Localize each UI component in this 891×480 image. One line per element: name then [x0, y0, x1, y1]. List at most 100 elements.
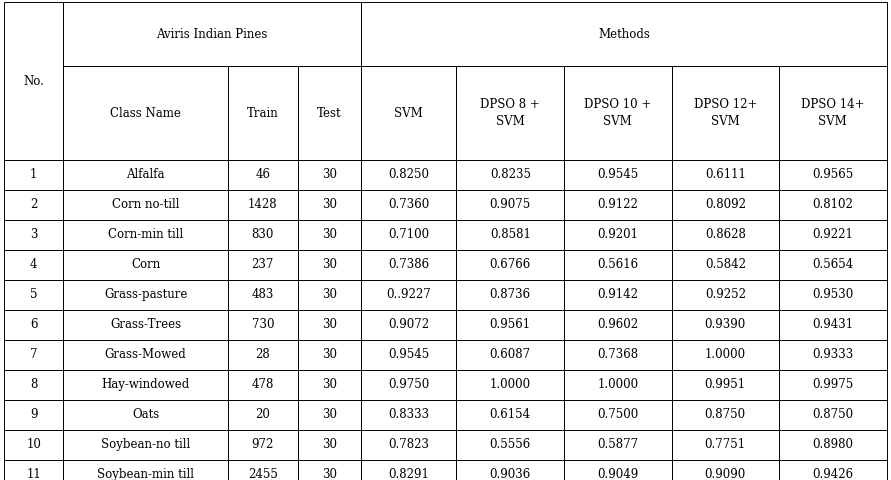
Text: 0.9530: 0.9530 [813, 288, 854, 301]
Text: 0.8736: 0.8736 [490, 288, 531, 301]
Text: DPSO 8 +
SVM: DPSO 8 + SVM [480, 98, 540, 128]
Bar [672, 190, 779, 220]
Text: 0.9072: 0.9072 [388, 318, 429, 331]
Bar [228, 430, 298, 460]
Bar [228, 370, 298, 400]
Text: 0.7386: 0.7386 [388, 258, 429, 271]
Bar [361, 400, 456, 430]
Text: 30: 30 [322, 198, 337, 211]
Bar [564, 370, 672, 400]
Bar [672, 66, 779, 160]
Bar [4, 220, 63, 250]
Bar [298, 310, 361, 340]
Bar [456, 430, 564, 460]
Text: 30: 30 [322, 258, 337, 271]
Text: 1.0000: 1.0000 [490, 378, 531, 391]
Bar [298, 430, 361, 460]
Bar [564, 460, 672, 480]
Text: 0.8750: 0.8750 [705, 408, 746, 421]
Bar [672, 400, 779, 430]
Text: Test: Test [317, 107, 342, 120]
Text: 0.7823: 0.7823 [388, 438, 429, 451]
Bar [456, 460, 564, 480]
Text: 0.5556: 0.5556 [490, 438, 531, 451]
Text: 30: 30 [322, 468, 337, 480]
Bar [228, 66, 298, 160]
Text: 1.0000: 1.0000 [705, 348, 746, 361]
Text: 7: 7 [30, 348, 37, 361]
Bar [361, 460, 456, 480]
Bar [456, 370, 564, 400]
Text: 0.9750: 0.9750 [388, 378, 429, 391]
Bar [672, 250, 779, 280]
Text: 30: 30 [322, 378, 337, 391]
Text: 0.8333: 0.8333 [388, 408, 429, 421]
Bar [298, 370, 361, 400]
Bar [456, 66, 564, 160]
Text: Class Name: Class Name [110, 107, 181, 120]
Bar [361, 370, 456, 400]
Text: 0..9227: 0..9227 [387, 288, 431, 301]
Bar [779, 66, 887, 160]
Bar [4, 400, 63, 430]
Bar [4, 2, 63, 160]
Bar [456, 280, 564, 310]
Text: 0.9036: 0.9036 [490, 468, 531, 480]
Text: Methods: Methods [598, 28, 650, 41]
Bar [672, 280, 779, 310]
Bar [4, 310, 63, 340]
Text: 0.8980: 0.8980 [813, 438, 854, 451]
Text: 6: 6 [30, 318, 37, 331]
Text: 0.9545: 0.9545 [597, 168, 638, 181]
Bar [564, 220, 672, 250]
Text: Soybean-no till: Soybean-no till [101, 438, 190, 451]
Text: 0.6087: 0.6087 [490, 348, 531, 361]
Bar [4, 340, 63, 370]
Bar [63, 400, 228, 430]
Bar [298, 66, 361, 160]
Text: DPSO 10 +
SVM: DPSO 10 + SVM [584, 98, 651, 128]
Bar [298, 280, 361, 310]
Bar [779, 280, 887, 310]
Bar [564, 280, 672, 310]
Text: Train: Train [247, 107, 279, 120]
Text: 0.7500: 0.7500 [597, 408, 638, 421]
Text: 483: 483 [251, 288, 274, 301]
Bar [228, 190, 298, 220]
Text: 0.9049: 0.9049 [597, 468, 638, 480]
Bar [361, 220, 456, 250]
Bar [228, 460, 298, 480]
Bar [456, 310, 564, 340]
Bar [4, 370, 63, 400]
Text: 30: 30 [322, 438, 337, 451]
Text: Alfalfa: Alfalfa [127, 168, 165, 181]
Text: 0.9431: 0.9431 [813, 318, 854, 331]
Text: 0.7360: 0.7360 [388, 198, 429, 211]
Text: 0.7100: 0.7100 [388, 228, 429, 241]
Text: 0.7368: 0.7368 [597, 348, 638, 361]
Text: Corn: Corn [131, 258, 160, 271]
Text: 478: 478 [251, 378, 274, 391]
Bar [4, 280, 63, 310]
Bar [779, 370, 887, 400]
Bar [228, 220, 298, 250]
Bar [63, 66, 228, 160]
Bar [228, 280, 298, 310]
Text: 0.8581: 0.8581 [490, 228, 531, 241]
Bar [361, 2, 887, 66]
Text: 0.6111: 0.6111 [705, 168, 746, 181]
Text: 10: 10 [27, 438, 41, 451]
Bar [361, 280, 456, 310]
Text: 0.5877: 0.5877 [597, 438, 638, 451]
Text: 0.9545: 0.9545 [388, 348, 429, 361]
Text: Grass-pasture: Grass-pasture [104, 288, 187, 301]
Text: 0.8092: 0.8092 [705, 198, 746, 211]
Text: 830: 830 [251, 228, 274, 241]
Text: Aviris Indian Pines: Aviris Indian Pines [157, 28, 268, 41]
Bar [564, 190, 672, 220]
Bar [228, 250, 298, 280]
Text: 0.9221: 0.9221 [813, 228, 854, 241]
Bar [63, 250, 228, 280]
Text: 46: 46 [256, 168, 270, 181]
Text: Corn-min till: Corn-min till [108, 228, 184, 241]
